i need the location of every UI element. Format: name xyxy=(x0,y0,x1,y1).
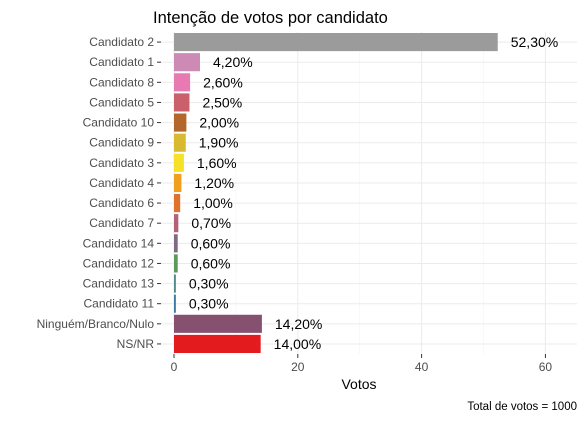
category-label: Candidato 2 xyxy=(89,35,154,49)
bar xyxy=(174,314,262,333)
value-label: 52,30% xyxy=(511,34,558,50)
value-label: 4,20% xyxy=(213,54,253,70)
value-label: 2,00% xyxy=(199,115,239,131)
value-label: 0,60% xyxy=(191,255,231,271)
chart-title: Intenção de votos por candidato xyxy=(153,9,388,27)
category-label: Candidato 10 xyxy=(83,116,155,130)
category-label: Candidato 13 xyxy=(83,277,155,291)
value-label: 1,90% xyxy=(199,135,239,151)
bars xyxy=(174,33,498,353)
value-label: 2,60% xyxy=(203,74,243,90)
value-label: 1,60% xyxy=(197,155,237,171)
category-label: Candidato 8 xyxy=(89,75,154,89)
bar xyxy=(174,274,176,293)
value-label: 1,20% xyxy=(194,175,234,191)
category-label: Candidato 7 xyxy=(89,216,154,230)
bar xyxy=(174,173,182,192)
category-label: Candidato 1 xyxy=(89,55,154,69)
category-label: Candidato 6 xyxy=(89,196,154,210)
category-labels: Candidato 2 Candidato 1 Candidato 8 Candida… xyxy=(37,35,161,351)
category-label: NS/NR xyxy=(117,337,155,351)
grid xyxy=(161,32,577,354)
bar xyxy=(174,194,181,213)
bar xyxy=(174,153,184,172)
bar xyxy=(174,133,186,152)
chart-caption: Total de votos = 1000 xyxy=(467,401,577,413)
value-labels: 52,30% 4,20% 2,60% 2,50% 2,00% 1,90% 1,60% 1,20… xyxy=(189,34,558,352)
bar xyxy=(174,33,498,52)
bar xyxy=(174,73,191,92)
category-label: Candidato 9 xyxy=(89,136,154,150)
x-tick-label: 20 xyxy=(291,360,305,374)
value-label: 2,50% xyxy=(202,94,242,110)
bar xyxy=(174,214,179,233)
category-label: Candidato 5 xyxy=(89,95,154,109)
x-tick-label: 0 xyxy=(171,360,178,374)
bar xyxy=(174,234,178,253)
bar xyxy=(174,53,200,72)
bar xyxy=(174,334,261,353)
bar xyxy=(174,113,187,132)
value-label: 14,20% xyxy=(275,316,322,332)
value-label: 0,30% xyxy=(189,276,229,292)
bar xyxy=(174,254,178,273)
category-label: Candidato 14 xyxy=(83,236,155,250)
x-tick-label: 60 xyxy=(539,360,553,374)
category-label: Candidato 3 xyxy=(89,156,154,170)
bar xyxy=(174,294,176,313)
category-label: Candidato 11 xyxy=(84,297,155,311)
value-label: 0,70% xyxy=(191,215,231,231)
value-label: 14,00% xyxy=(274,336,321,352)
x-axis-ticks: 0 20 40 60 xyxy=(171,354,553,374)
category-label: Candidato 4 xyxy=(89,176,154,190)
category-label: Candidato 12 xyxy=(83,256,155,270)
value-label: 1,00% xyxy=(193,195,233,211)
category-label: Ninguém/Branco/Nulo xyxy=(37,317,155,331)
x-axis-title: Votos xyxy=(341,376,376,392)
value-label: 0,30% xyxy=(189,296,229,312)
x-tick-label: 40 xyxy=(415,360,429,374)
bar xyxy=(174,93,190,112)
value-label: 0,60% xyxy=(191,235,231,251)
